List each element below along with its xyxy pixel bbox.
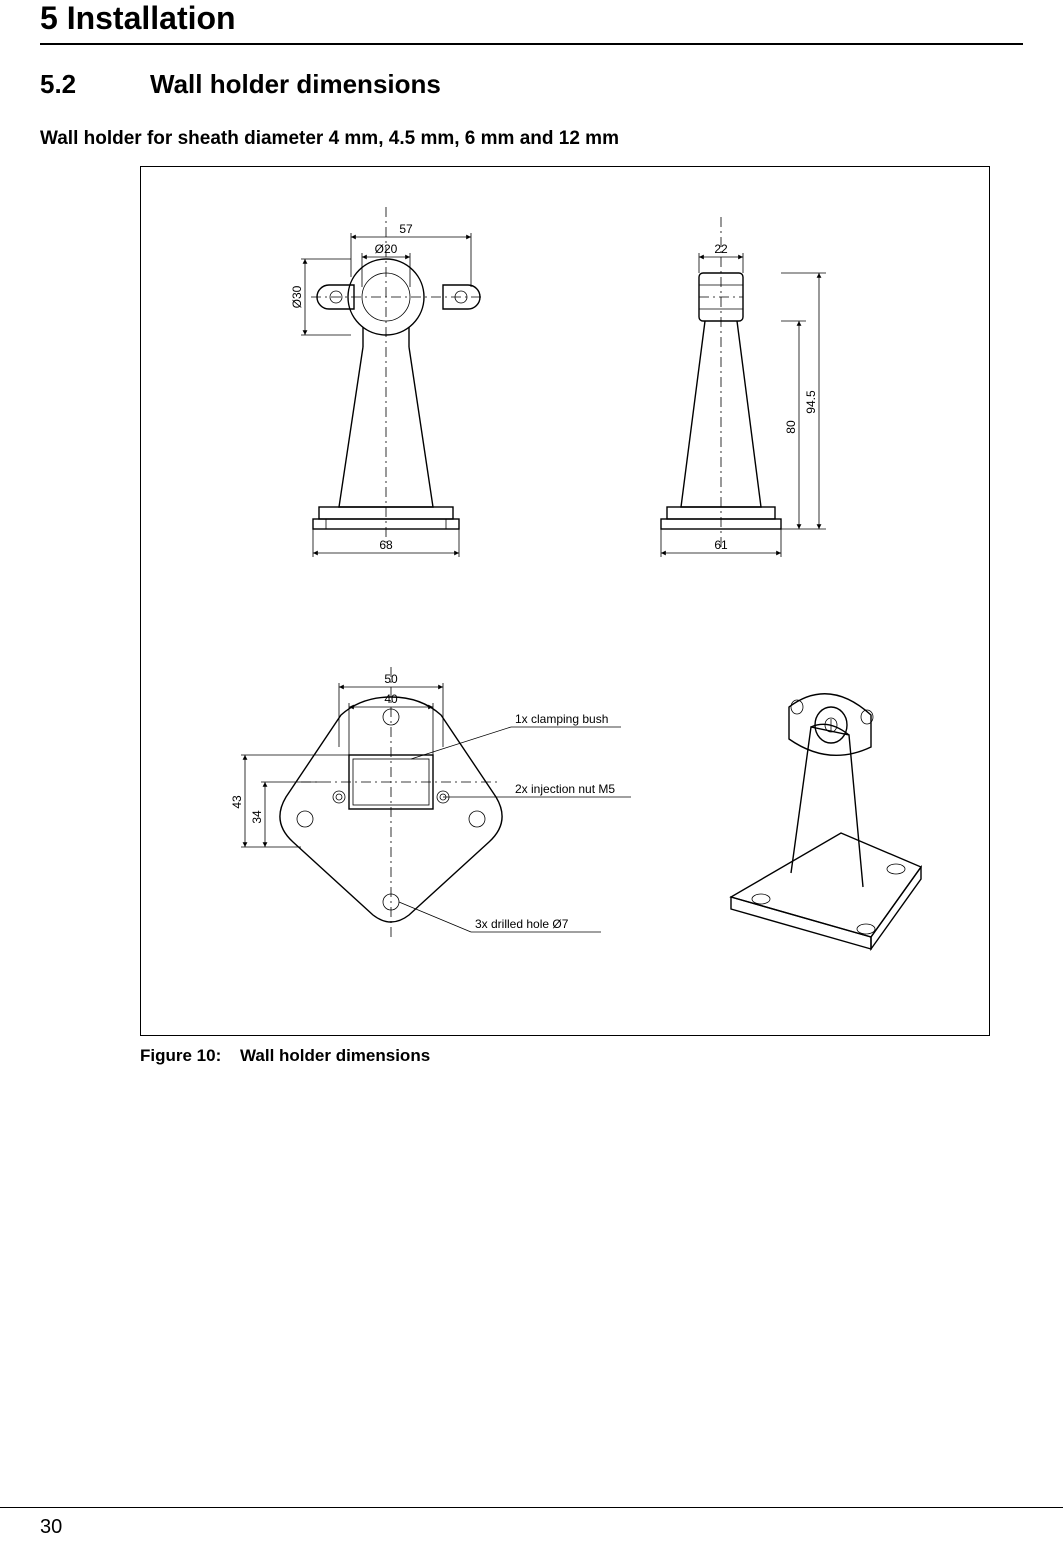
- figure-frame: 57 Ø20 Ø30 68: [140, 166, 990, 1036]
- dim-40: 40: [384, 692, 398, 706]
- dim-dia20: Ø20: [375, 242, 398, 256]
- dim-50: 50: [384, 672, 398, 686]
- dim-94-5: 94.5: [804, 390, 818, 414]
- chapter-title: 5 Installation: [40, 0, 1023, 45]
- section-number: 5.2: [40, 69, 150, 100]
- dim-57: 57: [399, 222, 413, 236]
- dim-dia30: Ø30: [290, 285, 304, 308]
- figure-caption: Figure 10: Wall holder dimensions: [140, 1046, 1023, 1066]
- page-number: 30: [0, 1507, 1063, 1539]
- callout-drilled-hole: 3x drilled hole Ø7: [475, 917, 569, 931]
- dim-68: 68: [379, 538, 393, 552]
- section-title: Wall holder dimensions: [150, 69, 441, 100]
- figure-title: Wall holder dimensions: [240, 1046, 430, 1065]
- technical-drawing: 57 Ø20 Ø30 68: [141, 167, 991, 1037]
- figure-number: Figure 10:: [140, 1046, 221, 1065]
- dim-34: 34: [250, 810, 264, 824]
- callout-injection-nut: 2x injection nut M5: [515, 782, 615, 796]
- callout-clamping-bush: 1x clamping bush: [515, 712, 608, 726]
- dim-80: 80: [784, 420, 798, 434]
- dim-22: 22: [714, 242, 728, 256]
- section-heading: 5.2 Wall holder dimensions: [40, 69, 1023, 100]
- subheading: Wall holder for sheath diameter 4 mm, 4.…: [40, 128, 1023, 150]
- dim-61: 61: [714, 538, 728, 552]
- dim-43: 43: [230, 795, 244, 809]
